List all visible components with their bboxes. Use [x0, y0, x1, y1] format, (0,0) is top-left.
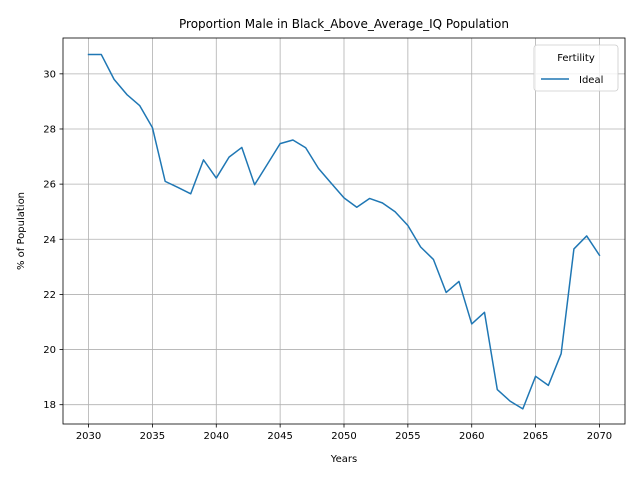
series-lines — [87, 53, 601, 410]
y-tick-label: 24 — [43, 235, 56, 246]
x-tick-label: 2060 — [459, 431, 484, 442]
x-tick-label: 2070 — [587, 431, 612, 442]
legend-title: Fertility — [557, 53, 595, 64]
y-tick-label: 20 — [43, 345, 56, 356]
y-axis-label: % of Population — [16, 192, 27, 270]
x-tick-label: 2045 — [267, 431, 292, 442]
legend-label-ideal: Ideal — [579, 75, 603, 86]
x-tick-label: 2055 — [395, 431, 420, 442]
y-tick-label: 30 — [43, 69, 56, 80]
x-tick-label: 2030 — [76, 431, 101, 442]
x-ticks: 2030 2035 2040 2045 2050 2055 2060 2065 2070 — [76, 424, 612, 442]
grid-lines — [63, 38, 625, 424]
y-tick-label: 22 — [43, 290, 56, 301]
x-tick-label: 2040 — [204, 431, 229, 442]
series-line-ideal — [87, 53, 601, 410]
x-tick-label: 2065 — [523, 431, 548, 442]
y-tick-label: 26 — [43, 180, 56, 191]
chart-title: Proportion Male in Black_Above_Average_I… — [179, 17, 509, 31]
y-ticks: 18 20 22 24 26 28 30 — [43, 69, 63, 411]
x-axis-label: Years — [330, 454, 357, 465]
x-tick-label: 2035 — [140, 431, 165, 442]
y-tick-label: 18 — [43, 400, 56, 411]
legend: Fertility Ideal — [533, 44, 619, 92]
x-tick-label: 2050 — [331, 431, 356, 442]
y-tick-label: 28 — [43, 124, 56, 135]
legend-box — [533, 44, 619, 92]
